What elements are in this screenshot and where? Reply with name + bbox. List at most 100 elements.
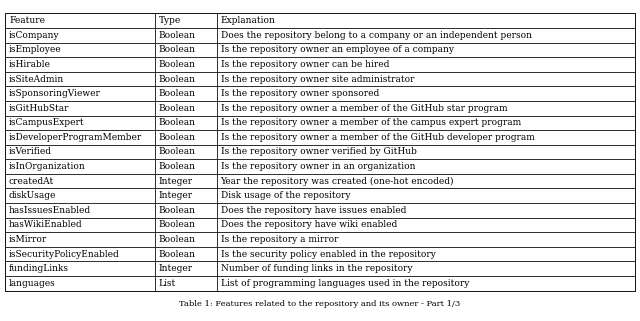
Text: Boolean: Boolean bbox=[159, 89, 196, 98]
Text: Is the repository owner a member of the GitHub developer program: Is the repository owner a member of the … bbox=[221, 133, 534, 142]
Text: Type: Type bbox=[159, 16, 181, 25]
Bar bbox=[155, 116, 217, 130]
Bar bbox=[5, 86, 155, 101]
Text: Integer: Integer bbox=[159, 264, 193, 273]
Bar bbox=[155, 218, 217, 232]
Bar bbox=[5, 13, 635, 291]
Text: List: List bbox=[159, 279, 176, 288]
Bar bbox=[217, 188, 635, 203]
Text: Is the security policy enabled in the repository: Is the security policy enabled in the re… bbox=[221, 249, 435, 258]
Text: Number of funding links in the repository: Number of funding links in the repositor… bbox=[221, 264, 412, 273]
Text: isSecurityPolicyEnabled: isSecurityPolicyEnabled bbox=[9, 249, 120, 258]
Bar bbox=[217, 261, 635, 276]
Text: Integer: Integer bbox=[159, 177, 193, 186]
Bar bbox=[5, 43, 155, 57]
Text: Boolean: Boolean bbox=[159, 221, 196, 230]
Bar bbox=[155, 174, 217, 188]
Bar bbox=[217, 218, 635, 232]
Bar bbox=[5, 159, 155, 174]
Bar bbox=[217, 28, 635, 43]
Text: Boolean: Boolean bbox=[159, 133, 196, 142]
Bar bbox=[155, 232, 217, 247]
Text: Does the repository have wiki enabled: Does the repository have wiki enabled bbox=[221, 221, 397, 230]
Text: Boolean: Boolean bbox=[159, 46, 196, 55]
Bar bbox=[5, 28, 155, 43]
Text: isGitHubStar: isGitHubStar bbox=[9, 104, 70, 113]
Bar bbox=[5, 13, 155, 28]
Text: diskUsage: diskUsage bbox=[9, 191, 56, 200]
Bar bbox=[155, 28, 217, 43]
Bar bbox=[155, 261, 217, 276]
Text: Is the repository a mirror: Is the repository a mirror bbox=[221, 235, 338, 244]
Text: Year the repository was created (one-hot encoded): Year the repository was created (one-hot… bbox=[221, 177, 454, 186]
Text: Is the repository owner a member of the campus expert program: Is the repository owner a member of the … bbox=[221, 118, 521, 127]
Text: isCompany: isCompany bbox=[9, 31, 60, 40]
Bar bbox=[217, 174, 635, 188]
Bar bbox=[5, 218, 155, 232]
Text: createdAt: createdAt bbox=[9, 177, 54, 186]
Bar bbox=[5, 232, 155, 247]
Bar bbox=[217, 13, 635, 28]
Text: Boolean: Boolean bbox=[159, 118, 196, 127]
Text: Is the repository owner verified by GitHub: Is the repository owner verified by GitH… bbox=[221, 147, 417, 157]
Text: Is the repository owner a member of the GitHub star program: Is the repository owner a member of the … bbox=[221, 104, 507, 113]
Text: hasWikiEnabled: hasWikiEnabled bbox=[9, 221, 83, 230]
Bar bbox=[5, 57, 155, 72]
Bar bbox=[155, 130, 217, 145]
Bar bbox=[5, 247, 155, 261]
Bar bbox=[5, 261, 155, 276]
Text: Boolean: Boolean bbox=[159, 104, 196, 113]
Text: Is the repository owner site administrator: Is the repository owner site administrat… bbox=[221, 74, 414, 83]
Text: isDeveloperProgramMember: isDeveloperProgramMember bbox=[9, 133, 142, 142]
Bar bbox=[155, 72, 217, 86]
Bar bbox=[217, 159, 635, 174]
Bar bbox=[217, 57, 635, 72]
Text: hasIssuesEnabled: hasIssuesEnabled bbox=[9, 206, 91, 215]
Bar bbox=[155, 247, 217, 261]
Text: Disk usage of the repository: Disk usage of the repository bbox=[221, 191, 350, 200]
Bar bbox=[217, 145, 635, 159]
Text: List of programming languages used in the repository: List of programming languages used in th… bbox=[221, 279, 469, 288]
Text: isMirror: isMirror bbox=[9, 235, 47, 244]
Text: Is the repository owner can be hired: Is the repository owner can be hired bbox=[221, 60, 389, 69]
Bar bbox=[217, 276, 635, 291]
Text: Is the repository owner an employee of a company: Is the repository owner an employee of a… bbox=[221, 46, 454, 55]
Bar bbox=[155, 188, 217, 203]
Bar bbox=[5, 101, 155, 116]
Text: fundingLinks: fundingLinks bbox=[9, 264, 69, 273]
Text: isVerified: isVerified bbox=[9, 147, 52, 157]
Text: Boolean: Boolean bbox=[159, 147, 196, 157]
Bar bbox=[155, 43, 217, 57]
Bar bbox=[217, 86, 635, 101]
Text: isEmployee: isEmployee bbox=[9, 46, 61, 55]
Text: Integer: Integer bbox=[159, 191, 193, 200]
Bar bbox=[155, 276, 217, 291]
Text: Boolean: Boolean bbox=[159, 235, 196, 244]
Text: Table 1: Features related to the repository and its owner - Part 1/3: Table 1: Features related to the reposit… bbox=[179, 300, 461, 308]
Text: Boolean: Boolean bbox=[159, 249, 196, 258]
Bar bbox=[155, 145, 217, 159]
Bar bbox=[217, 203, 635, 218]
Text: Explanation: Explanation bbox=[221, 16, 275, 25]
Text: isCampusExpert: isCampusExpert bbox=[9, 118, 84, 127]
Text: isSiteAdmin: isSiteAdmin bbox=[9, 74, 64, 83]
Text: Boolean: Boolean bbox=[159, 162, 196, 171]
Bar bbox=[155, 101, 217, 116]
Bar bbox=[155, 86, 217, 101]
Text: isSponsoringViewer: isSponsoringViewer bbox=[9, 89, 101, 98]
Bar bbox=[217, 232, 635, 247]
Bar bbox=[5, 174, 155, 188]
Bar bbox=[155, 13, 217, 28]
Text: Boolean: Boolean bbox=[159, 31, 196, 40]
Bar bbox=[217, 130, 635, 145]
Bar bbox=[5, 276, 155, 291]
Text: Boolean: Boolean bbox=[159, 60, 196, 69]
Bar bbox=[5, 203, 155, 218]
Text: Boolean: Boolean bbox=[159, 74, 196, 83]
Text: Is the repository owner sponsored: Is the repository owner sponsored bbox=[221, 89, 379, 98]
Bar bbox=[217, 101, 635, 116]
Text: Does the repository belong to a company or an independent person: Does the repository belong to a company … bbox=[221, 31, 532, 40]
Text: Feature: Feature bbox=[9, 16, 45, 25]
Bar bbox=[155, 203, 217, 218]
Text: languages: languages bbox=[9, 279, 56, 288]
